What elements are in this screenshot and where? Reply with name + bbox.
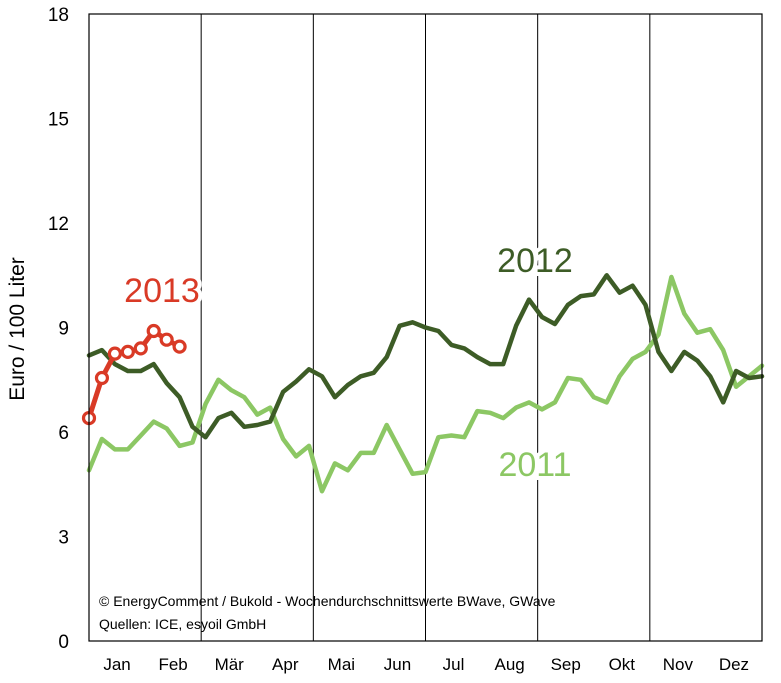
- y-tick-label: 12: [48, 214, 69, 235]
- series-marker-2013: [94, 370, 110, 386]
- series-label-2011: 2011: [498, 446, 571, 484]
- x-tick-label: Mai: [328, 655, 355, 674]
- x-tick-label: Jan: [103, 655, 130, 674]
- y-tick-label: 15: [48, 110, 69, 131]
- x-tick-label: Jun: [384, 655, 411, 674]
- source-note-line-1: © EnergyComment / Bukold - Wochendurchsc…: [99, 593, 556, 609]
- series-label-2013: 2013: [124, 272, 200, 310]
- x-tick-label: Nov: [663, 655, 694, 674]
- x-tick-label: Aug: [495, 655, 525, 674]
- series-line-2012: [86, 273, 765, 440]
- x-tick-label: Jul: [443, 655, 465, 674]
- plot-frame: [88, 13, 763, 642]
- series-marker-2013: [107, 346, 122, 361]
- series-label-2012: 2012: [497, 242, 573, 280]
- x-tick-label: Dez: [719, 655, 749, 674]
- x-tick-label: Feb: [158, 655, 187, 674]
- y-tick-label: 9: [58, 319, 69, 340]
- series-markers: [81, 323, 187, 426]
- x-tick-label: Sep: [551, 655, 581, 674]
- x-tick-label: Apr: [272, 655, 299, 674]
- y-axis-ticks: 0 3 6 9 12 15 18: [48, 5, 69, 653]
- series-labels: 2011 2012 2013: [120, 238, 577, 488]
- series-marker-2013: [159, 332, 174, 347]
- y-tick-label: 6: [58, 423, 69, 444]
- series-marker-2013: [146, 323, 161, 339]
- y-tick-label: 3: [58, 528, 69, 549]
- x-axis-ticks: Jan Feb Mär Apr Mai Jun Jul Aug Sep Okt Nov Dez: [103, 655, 749, 674]
- series-marker-2013: [120, 344, 135, 359]
- series-marker-2013: [133, 341, 148, 356]
- source-note-line-2: Quellen: ICE, esyoil GmbH: [99, 616, 266, 632]
- x-tick-label: Mär: [215, 655, 245, 674]
- series-marker-2013: [172, 339, 187, 354]
- y-axis-label: Euro / 100 Liter: [6, 257, 29, 401]
- y-tick-label: 18: [48, 5, 69, 26]
- series-line-2011: [86, 274, 765, 494]
- y-tick-label: 0: [58, 632, 69, 653]
- x-tick-label: Okt: [609, 655, 636, 674]
